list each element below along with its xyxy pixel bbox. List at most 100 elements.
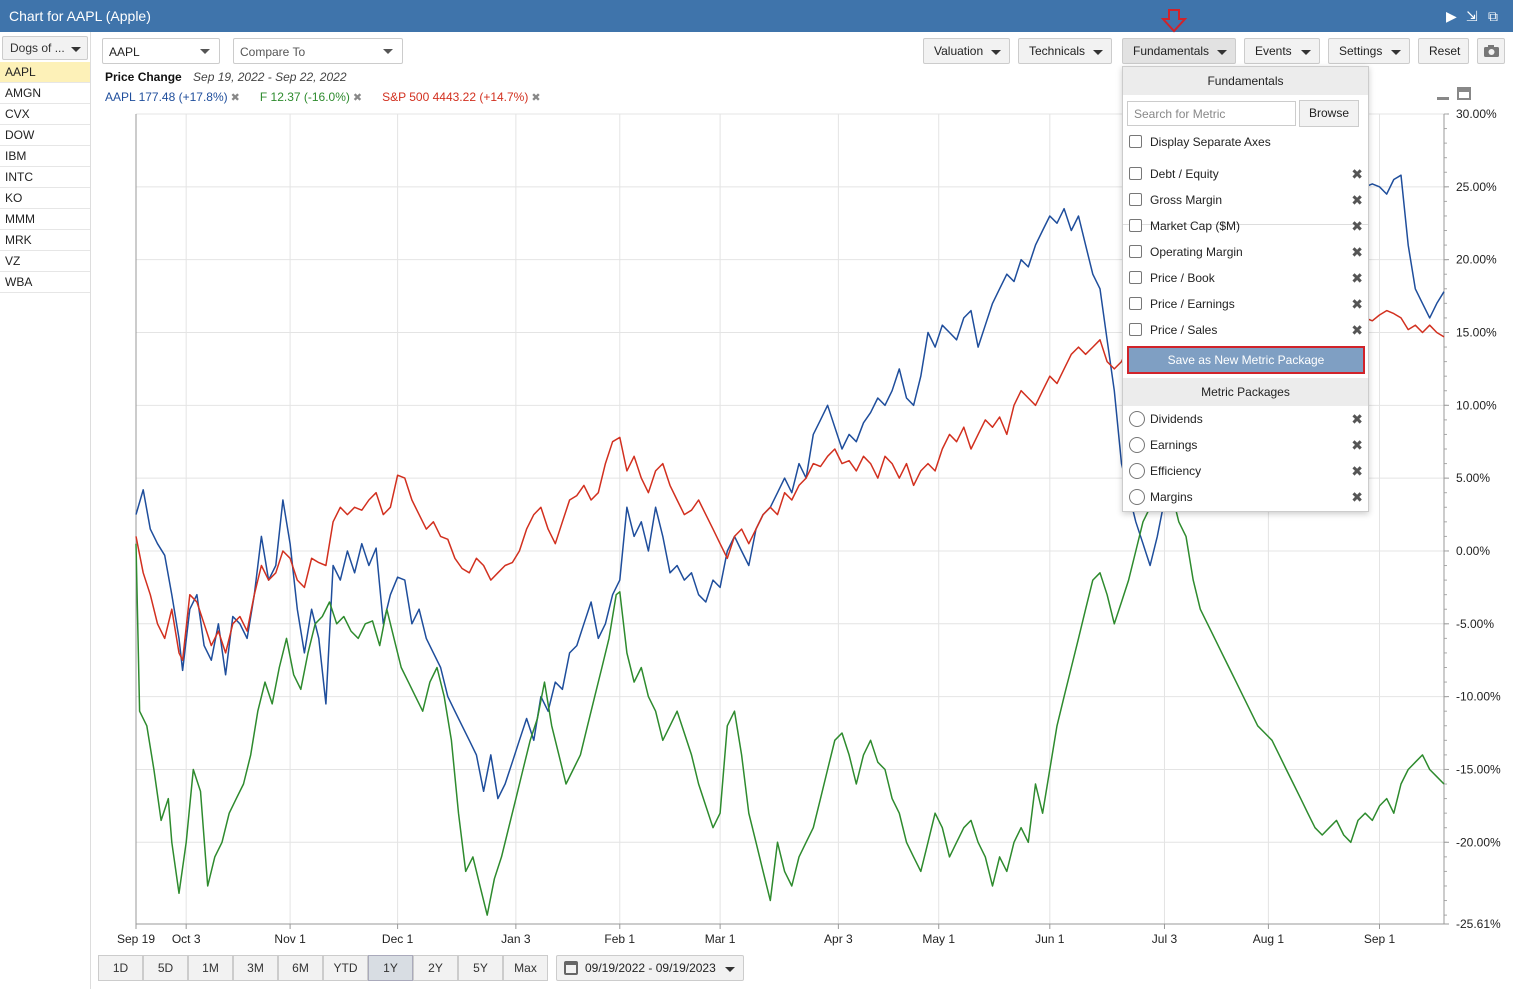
metric-option[interactable]: Price / Book ✖ [1129, 269, 1363, 289]
x-tick-label: Aug 1 [1253, 932, 1285, 946]
price-change-dates: Sep 19, 2022 - Sep 22, 2022 [193, 70, 347, 84]
fundamentals-button[interactable]: Fundamentals [1122, 38, 1236, 64]
legend-label: F 12.37 (-16.0%) [259, 90, 350, 104]
metric-package-option[interactable]: Dividends ✖ [1129, 410, 1363, 430]
checkbox-icon[interactable] [1129, 323, 1142, 336]
range-button[interactable]: 1Y [368, 955, 413, 981]
radio-icon[interactable] [1129, 437, 1145, 453]
popout-icon[interactable]: ⧉ [1488, 8, 1498, 24]
technicals-button[interactable]: Technicals [1018, 38, 1112, 64]
checkbox-icon[interactable] [1129, 245, 1142, 258]
delete-icon[interactable]: ✖ [1351, 218, 1363, 234]
collapse-icon[interactable]: ⇲ [1466, 8, 1478, 24]
ticker-list: AAPL AMGN CVX DOW IBM INTC KO MMM MRK VZ WBA [0, 62, 90, 293]
ticker-item[interactable]: VZ [0, 251, 90, 272]
ticker-item[interactable]: WBA [0, 272, 90, 293]
metric-label: Price / Book [1150, 271, 1215, 285]
y-tick-label: 5.00% [1456, 471, 1490, 485]
range-button[interactable]: 2Y [413, 955, 458, 981]
radio-icon[interactable] [1129, 463, 1145, 479]
delete-icon[interactable]: ✖ [1351, 437, 1363, 453]
range-button[interactable]: 6M [278, 955, 323, 981]
chevron-down-icon [1217, 50, 1227, 55]
metric-option[interactable]: Debt / Equity ✖ [1129, 165, 1363, 185]
y-tick-label: 30.00% [1456, 107, 1497, 121]
metric-option[interactable]: Price / Sales ✖ [1129, 321, 1363, 341]
checkbox-icon[interactable] [1129, 297, 1142, 310]
events-label: Events [1255, 44, 1292, 58]
delete-icon[interactable]: ✖ [1351, 411, 1363, 427]
ticker-item[interactable]: DOW [0, 125, 90, 146]
compare-to-select[interactable]: Compare To [233, 38, 403, 64]
checkbox-icon[interactable] [1129, 193, 1142, 206]
separate-axes-option[interactable]: Display Separate Axes [1129, 133, 1363, 153]
title-bar: Chart for AAPL (Apple) ▶ ⇲ ⧉ [0, 0, 1513, 32]
play-icon[interactable]: ▶ [1446, 8, 1457, 24]
checkbox-icon[interactable] [1129, 271, 1142, 284]
ticker-item[interactable]: IBM [0, 146, 90, 167]
metric-option[interactable]: Gross Margin ✖ [1129, 191, 1363, 211]
x-tick-label: Mar 1 [705, 932, 736, 946]
ticker-item[interactable]: CVX [0, 104, 90, 125]
ticker-item[interactable]: AMGN [0, 83, 90, 104]
metric-option[interactable]: Price / Earnings ✖ [1129, 295, 1363, 315]
symbol-value: AAPL [109, 45, 140, 59]
browse-button[interactable]: Browse [1299, 100, 1359, 127]
date-range-picker[interactable]: 09/19/2022 - 09/19/2023 [556, 955, 744, 981]
range-button[interactable]: 1M [188, 955, 233, 981]
metric-option[interactable]: Market Cap ($M) ✖ [1129, 217, 1363, 237]
watchlist-select[interactable]: Dogs of ... [2, 36, 88, 60]
range-button[interactable]: Max [503, 955, 548, 981]
x-tick-label: Sep 1 [1364, 932, 1396, 946]
metric-packages-header: Metric Packages [1123, 378, 1368, 406]
events-button[interactable]: Events [1244, 38, 1320, 64]
ticker-item[interactable]: INTC [0, 167, 90, 188]
range-button[interactable]: 5D [143, 955, 188, 981]
range-button[interactable]: YTD [323, 955, 368, 981]
metric-package-option[interactable]: Efficiency ✖ [1129, 462, 1363, 482]
remove-series-icon[interactable]: ✖ [352, 92, 363, 104]
delete-icon[interactable]: ✖ [1351, 244, 1363, 260]
y-tick-label: -25.61% [1456, 917, 1501, 931]
delete-icon[interactable]: ✖ [1351, 296, 1363, 312]
metric-option[interactable]: Operating Margin ✖ [1129, 243, 1363, 263]
metric-search-input[interactable] [1127, 101, 1296, 126]
checkbox-icon[interactable] [1129, 167, 1142, 180]
metric-package-option[interactable]: Margins ✖ [1129, 488, 1363, 508]
remove-series-icon[interactable]: ✖ [531, 92, 541, 104]
legend-label: S&P 500 4443.22 (+14.7%) [382, 90, 529, 104]
delete-icon[interactable]: ✖ [1351, 489, 1363, 505]
metric-package-option[interactable]: Earnings ✖ [1129, 436, 1363, 456]
valuation-button[interactable]: Valuation [923, 38, 1010, 64]
reset-button[interactable]: Reset [1418, 38, 1469, 64]
remove-series-icon[interactable]: ✖ [230, 92, 240, 104]
ticker-item[interactable]: MRK [0, 230, 90, 251]
series-line-f[interactable] [135, 462, 1445, 916]
range-button[interactable]: 5Y [458, 955, 503, 981]
delete-icon[interactable]: ✖ [1351, 166, 1363, 182]
chevron-down-icon [1093, 50, 1103, 55]
camera-icon [1484, 45, 1499, 57]
symbol-select[interactable]: AAPL [102, 38, 220, 64]
range-button[interactable]: 1D [98, 955, 143, 981]
radio-icon[interactable] [1129, 411, 1145, 427]
checkbox-icon[interactable] [1129, 135, 1142, 148]
ticker-item[interactable]: AAPL [0, 62, 90, 83]
delete-icon[interactable]: ✖ [1351, 270, 1363, 286]
checkbox-icon[interactable] [1129, 219, 1142, 232]
range-button[interactable]: 3M [233, 955, 278, 981]
package-label: Efficiency [1150, 464, 1202, 478]
watchlist-label: Dogs of ... [10, 41, 65, 55]
settings-button[interactable]: Settings [1328, 38, 1410, 64]
save-metric-package-button[interactable]: Save as New Metric Package [1127, 346, 1365, 374]
y-tick-label: 0.00% [1456, 544, 1490, 558]
radio-icon[interactable] [1129, 489, 1145, 505]
delete-icon[interactable]: ✖ [1351, 192, 1363, 208]
x-tick-label: Sep 19 [117, 932, 155, 946]
delete-icon[interactable]: ✖ [1351, 322, 1363, 338]
delete-icon[interactable]: ✖ [1351, 463, 1363, 479]
ticker-item[interactable]: MMM [0, 209, 90, 230]
screenshot-button[interactable] [1477, 38, 1505, 64]
ticker-item[interactable]: KO [0, 188, 90, 209]
